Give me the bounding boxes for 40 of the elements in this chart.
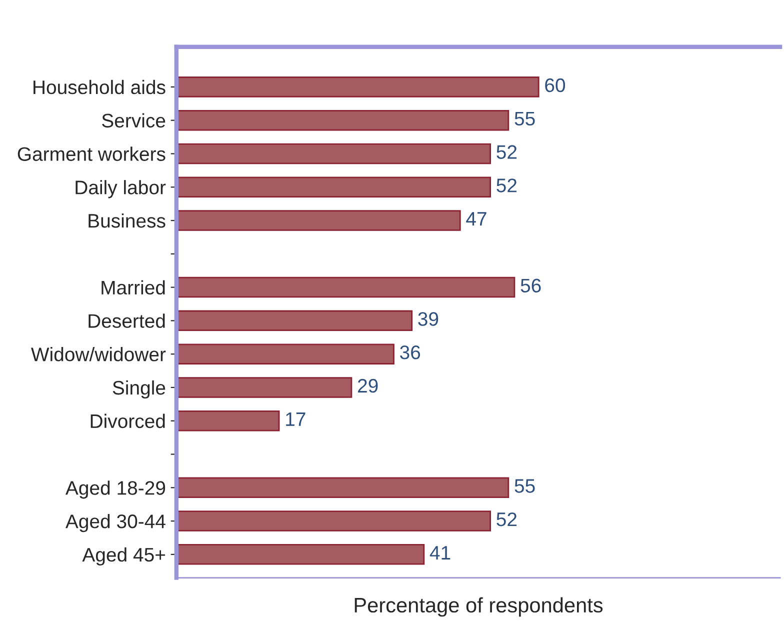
data-label: 52: [496, 145, 517, 159]
y-tick-label: Deserted: [88, 314, 165, 328]
data-label: 52: [496, 178, 517, 192]
bar: [176, 143, 492, 164]
bar: [176, 344, 394, 364]
y-tick-label: Service: [102, 113, 166, 128]
bar: [176, 110, 510, 131]
data-label: 52: [496, 512, 517, 526]
data-label: 55: [514, 479, 535, 493]
bar: [176, 310, 413, 332]
y-tick-label: Married: [102, 280, 165, 295]
data-label: 36: [400, 346, 420, 360]
y-tick-label: Single: [112, 380, 166, 399]
bar: [176, 410, 280, 432]
data-label: 17: [286, 412, 306, 426]
y-tick-label: Aged 30-44: [65, 514, 166, 532]
y-tick-label: Divorced: [90, 414, 165, 428]
bar: [176, 210, 461, 231]
bar: [176, 176, 492, 198]
data-label: 39: [418, 312, 438, 326]
y-tick-label: Widow/widower: [31, 347, 166, 362]
bar: [176, 276, 516, 298]
data-label: 55: [514, 112, 535, 126]
data-label: 56: [520, 278, 541, 293]
bar: [176, 544, 425, 565]
y-tick-label: Daily labor: [76, 180, 166, 198]
data-label: 47: [466, 212, 486, 226]
y-tick-label: Aged 18-29: [65, 480, 166, 499]
y-tick-label: Household aids: [34, 80, 166, 94]
data-label: 60: [545, 78, 566, 92]
y-tick-label: Garment workers: [18, 146, 166, 161]
bar: [176, 377, 352, 398]
bar: [176, 477, 510, 498]
y-tick-label: Business: [88, 213, 166, 228]
y-tick-label: Aged 45+: [82, 547, 166, 566]
data-label: 41: [430, 546, 450, 560]
bar: [176, 76, 540, 98]
bar: [176, 510, 492, 532]
data-label: 29: [358, 378, 378, 393]
x-axis-title: Percentage of respondents: [354, 597, 603, 617]
